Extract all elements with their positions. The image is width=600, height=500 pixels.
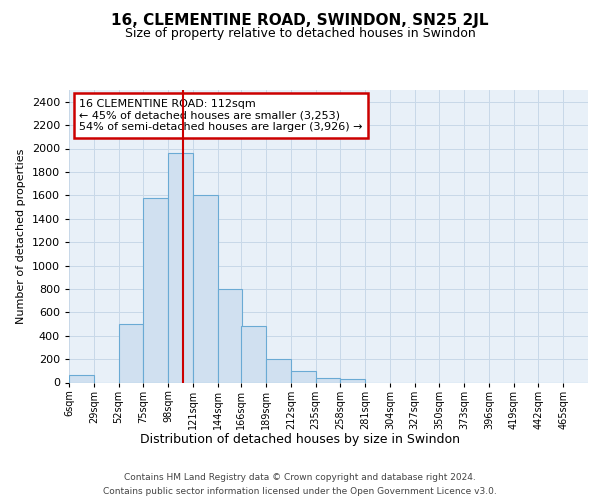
Bar (119, 324, 143, 382)
Text: Size of property relative to detached houses in Swindon: Size of property relative to detached ho… (125, 28, 475, 40)
Text: 16, CLEMENTINE ROAD, SWINDON, SN25 2JL: 16, CLEMENTINE ROAD, SWINDON, SN25 2JL (111, 12, 489, 28)
Bar (143, 198, 168, 382)
Y-axis label: Number of detached properties: Number of detached properties (16, 148, 26, 324)
Bar (266, 359, 291, 382)
Text: Distribution of detached houses by size in Swindon: Distribution of detached houses by size … (140, 432, 460, 446)
Bar (316, 378, 340, 382)
Text: Contains public sector information licensed under the Open Government Licence v3: Contains public sector information licen… (103, 488, 497, 496)
Bar (218, 289, 242, 382)
Text: Contains HM Land Registry data © Crown copyright and database right 2024.: Contains HM Land Registry data © Crown c… (124, 472, 476, 482)
Text: 16 CLEMENTINE ROAD: 112sqm
← 45% of detached houses are smaller (3,253)
54% of s: 16 CLEMENTINE ROAD: 112sqm ← 45% of deta… (79, 99, 363, 132)
Bar (193, 196, 218, 382)
Bar (168, 153, 193, 382)
Bar (340, 379, 365, 382)
Bar (291, 371, 316, 382)
Bar (69, 376, 94, 382)
Bar (241, 326, 266, 382)
